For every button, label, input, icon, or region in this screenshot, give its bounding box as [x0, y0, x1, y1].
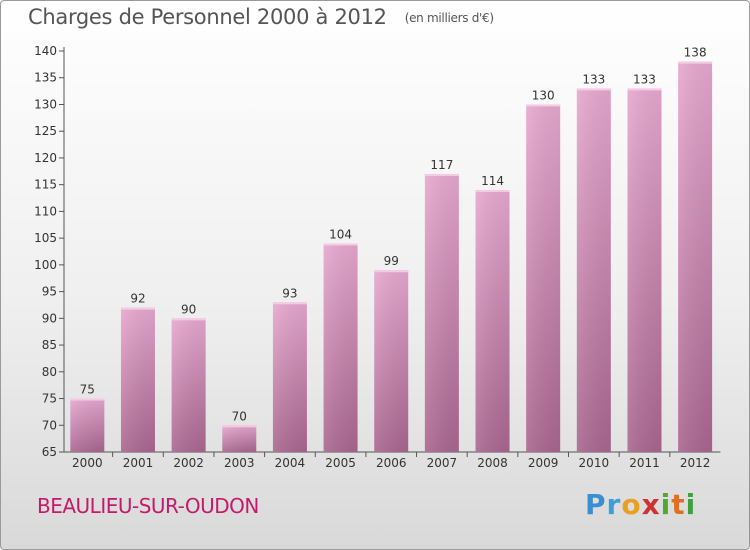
bar-shade — [272, 302, 307, 452]
chart-title: Charges de Personnel 2000 à 2012 (en mill… — [28, 5, 494, 29]
bars — [70, 61, 713, 453]
data-label: 104 — [329, 227, 352, 241]
y-tick-label: 90 — [42, 311, 57, 325]
value-labels: 75 92 90 70 93 104 99 117 114 130 133 133 138 — [80, 46, 707, 424]
x-tick-label: 2010 — [579, 456, 610, 470]
x-tick-label: 2011 — [629, 456, 660, 470]
x-tick-label: 2001 — [123, 456, 154, 470]
y-tick-label: 120 — [34, 151, 57, 165]
bar-top-highlight — [272, 302, 307, 305]
data-label: 138 — [684, 46, 707, 60]
bar-top-highlight — [576, 88, 611, 91]
y-tick-label: 135 — [34, 71, 57, 85]
y-tick-label: 100 — [34, 258, 57, 272]
data-label: 117 — [430, 158, 453, 172]
bar-shade — [374, 270, 409, 452]
data-label: 114 — [481, 174, 504, 188]
x-tick-label: 2007 — [427, 456, 458, 470]
y-tick-label: 65 — [42, 445, 57, 459]
bar-shade — [475, 190, 510, 452]
bar-shade — [222, 425, 257, 452]
y-tick-label: 95 — [42, 285, 57, 299]
proxiti-logo[interactable]: Proxiti — [585, 488, 697, 521]
x-tick-label: 2012 — [680, 456, 711, 470]
y-tick-label: 125 — [34, 124, 57, 138]
y-tick-label: 115 — [34, 178, 57, 192]
bar-top-highlight — [374, 270, 409, 273]
x-axis: 2000 2001 2002 2003 2004 2005 2006 2007 2008 2009… — [64, 451, 721, 470]
bar-top-highlight — [222, 425, 257, 428]
bar-shade — [70, 398, 105, 452]
data-label: 99 — [384, 254, 399, 268]
bar-top-highlight — [678, 61, 713, 64]
y-axis: 65 70 75 80 85 90 95 100 105 110 115 120 125 130 135 14… — [34, 44, 65, 459]
bar-top-highlight — [120, 307, 155, 310]
y-tick-label: 85 — [42, 338, 57, 352]
bar-top-highlight — [526, 104, 561, 107]
y-tick-label: 105 — [34, 231, 57, 245]
data-label: 133 — [633, 72, 656, 86]
bar-top-highlight — [424, 173, 459, 176]
bar-shade — [627, 88, 662, 452]
data-label: 70 — [232, 409, 247, 423]
x-tick-label: 2003 — [224, 456, 255, 470]
x-tick-label: 2008 — [477, 456, 508, 470]
data-label: 75 — [80, 383, 95, 397]
data-label: 133 — [582, 72, 605, 86]
x-tick-label: 2002 — [173, 456, 204, 470]
y-tick-label: 130 — [34, 97, 57, 111]
y-tick-label: 70 — [42, 418, 57, 432]
y-tick-label: 140 — [34, 44, 57, 58]
commune-name: BEAULIEU-SUR-OUDON — [37, 494, 259, 518]
bar-shade — [323, 243, 358, 452]
bar-top-highlight — [171, 318, 206, 321]
y-tick-label: 80 — [42, 365, 57, 379]
x-tick-label: 2006 — [376, 456, 407, 470]
bar-shade — [171, 318, 206, 452]
data-label: 130 — [532, 88, 555, 102]
data-label: 93 — [282, 286, 297, 300]
bar-shade — [424, 173, 459, 452]
bar-shade — [120, 307, 155, 452]
x-tick-label: 2005 — [325, 456, 356, 470]
bar-top-highlight — [70, 398, 105, 401]
x-tick-label: 2000 — [72, 456, 103, 470]
bar-shade — [678, 61, 713, 453]
bar-top-highlight — [475, 190, 510, 193]
y-tick-label: 75 — [42, 392, 57, 406]
bar-top-highlight — [627, 88, 662, 91]
bar-top-highlight — [323, 243, 358, 246]
bar-shade — [576, 88, 611, 452]
data-label: 90 — [181, 302, 196, 316]
bar-shade — [526, 104, 561, 452]
data-label: 92 — [130, 292, 145, 306]
chart-title-text: Charges de Personnel 2000 à 2012 — [28, 5, 387, 29]
x-tick-label: 2009 — [528, 456, 559, 470]
x-tick-label: 2004 — [275, 456, 306, 470]
y-tick-label: 110 — [34, 204, 57, 218]
chart-subtitle: (en milliers d'€) — [404, 11, 494, 25]
